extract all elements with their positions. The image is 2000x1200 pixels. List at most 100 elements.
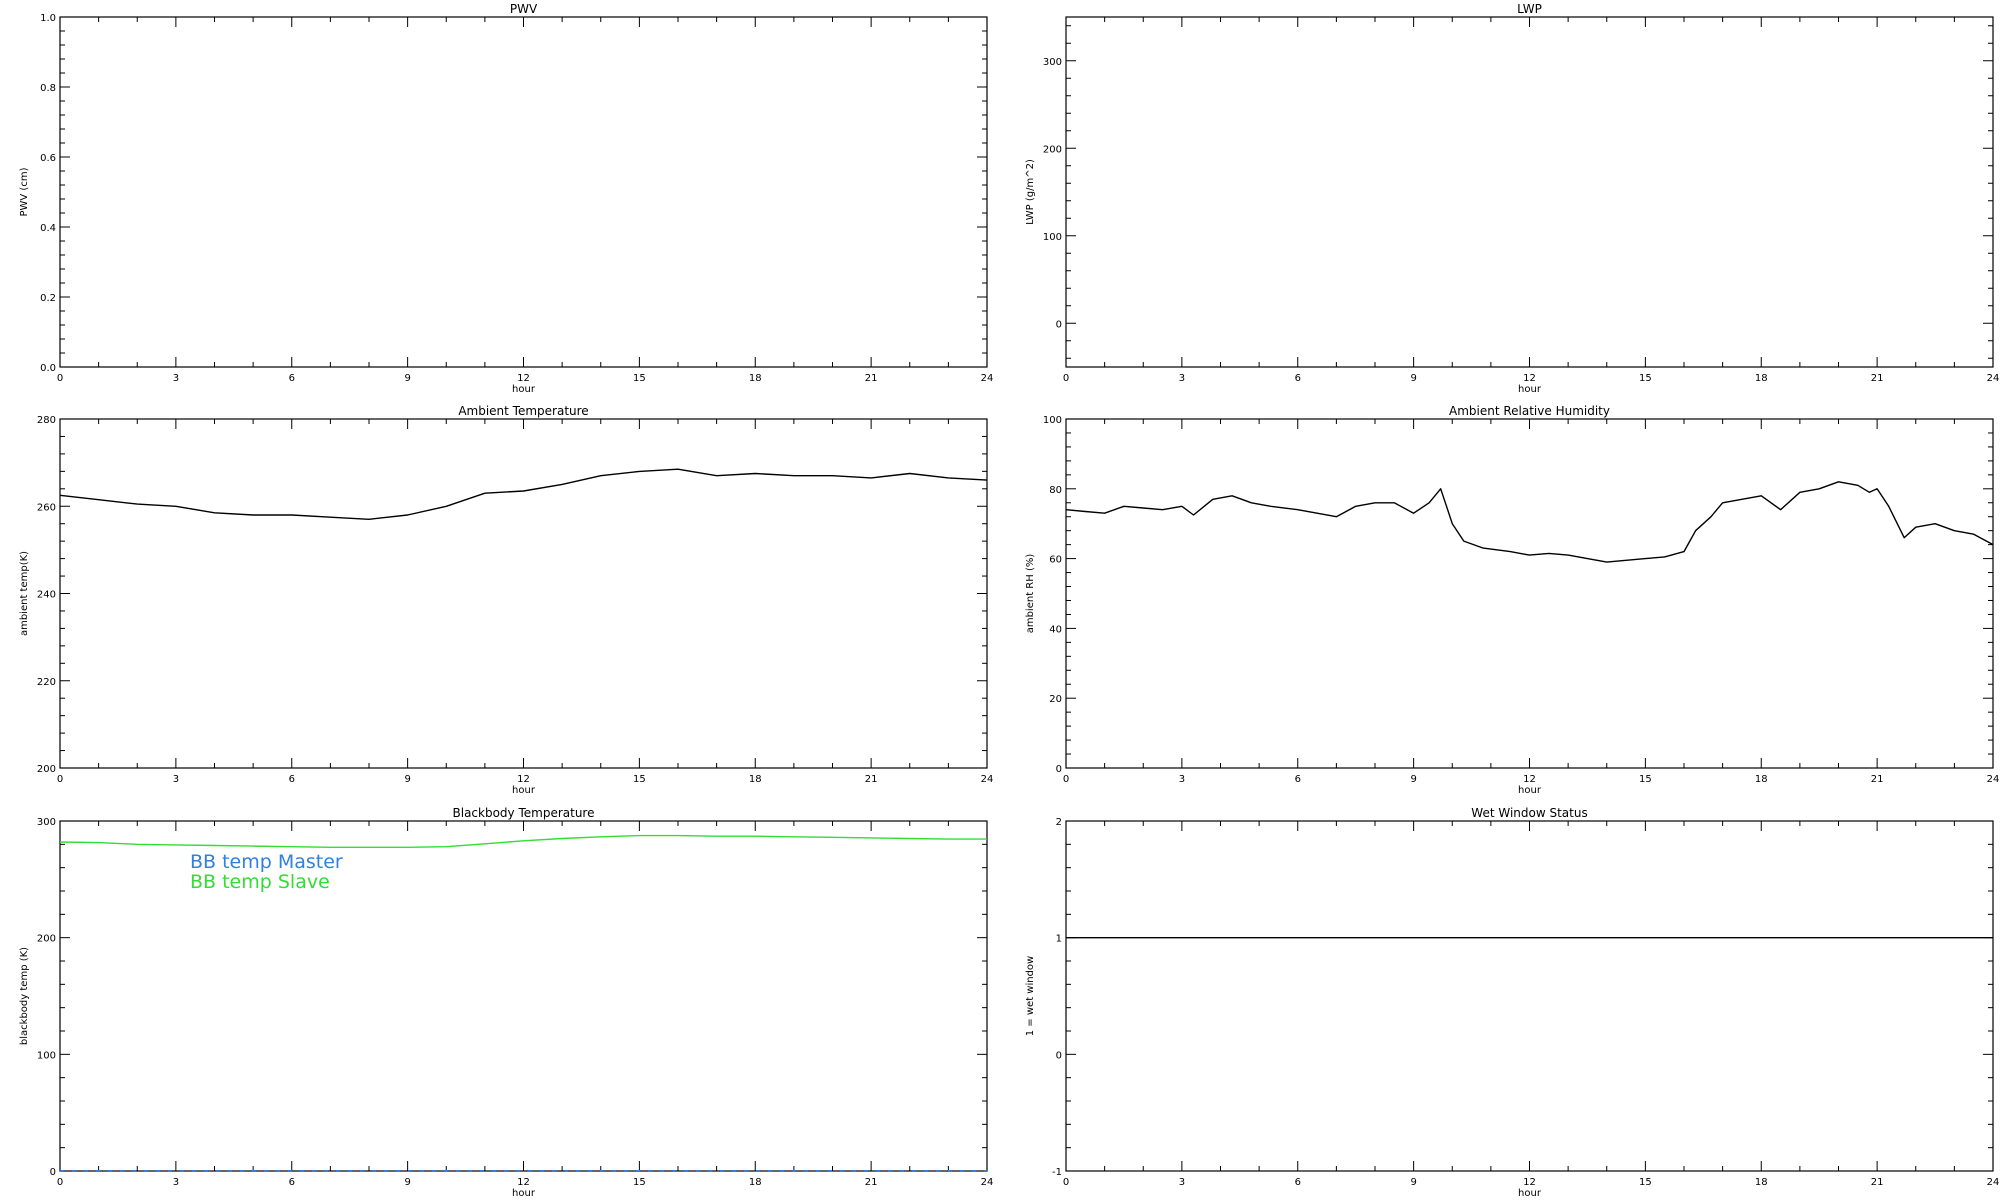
x-tick-label: 6: [1295, 373, 1301, 384]
y-tick-label: 80: [1049, 485, 1062, 496]
x-axis-label: hour: [1518, 1188, 1542, 1199]
blackbody-temperature-panel: Blackbody Temperature 0 3 6 9 12 15 18 21 24 hour 0…: [19, 806, 993, 1199]
x-tick-label: 0: [1063, 1177, 1069, 1188]
y-tick-label: 0: [1056, 764, 1062, 775]
x-tick-label: 12: [517, 373, 530, 384]
y-tick-label: 100: [37, 1050, 56, 1061]
x-tick-label: 18: [1755, 1177, 1768, 1188]
y-tick-label: -1: [1052, 1167, 1062, 1178]
y-tick-label: 1.0: [40, 13, 56, 24]
y-tick-label: 200: [37, 764, 56, 775]
x-tick-label: 24: [1987, 774, 2000, 785]
y-tick-label: 300: [1043, 57, 1062, 68]
plot-frame: [59, 16, 988, 368]
x-tick-label: 6: [1295, 774, 1301, 785]
x-tick-label: 18: [1755, 373, 1768, 384]
legend-entry: BB temp Slave: [190, 871, 330, 893]
x-tick-label: 24: [981, 774, 994, 785]
chart-title: Ambient Temperature: [458, 404, 588, 418]
x-tick-label: 9: [1410, 1177, 1416, 1188]
x-tick-label: 18: [749, 1177, 762, 1188]
x-tick-label: 15: [1639, 774, 1652, 785]
chart-title: PWV: [510, 2, 538, 16]
y-tick-label: 2: [1056, 817, 1062, 828]
x-tick-label: 3: [173, 1177, 179, 1188]
y-tick-label: 0.8: [40, 83, 56, 94]
y-tick-label: 20: [1049, 694, 1062, 705]
chart-title: Blackbody Temperature: [453, 806, 595, 820]
chart-title: LWP: [1517, 2, 1542, 16]
plot-frame: [1065, 820, 1994, 1172]
x-tick-label: 0: [57, 373, 63, 384]
x-tick-label: 24: [981, 1177, 994, 1188]
y-tick-label: 100: [1043, 232, 1062, 243]
x-tick-label: 0: [1063, 774, 1069, 785]
y-tick-label: 300: [37, 817, 56, 828]
x-tick-label: 12: [1523, 1177, 1536, 1188]
y-tick-label: 0.0: [40, 363, 56, 374]
x-tick-label: 18: [1755, 774, 1768, 785]
plot-frame: [59, 418, 988, 769]
x-tick-label: 12: [1523, 774, 1536, 785]
y-tick-label: 40: [1049, 624, 1062, 635]
series-line-bb-temp-slave: [59, 834, 987, 848]
y-axis-label: LWP (g/m^2): [1025, 159, 1036, 225]
x-tick-label: 21: [1871, 1177, 1884, 1188]
y-tick-label: 220: [37, 677, 56, 688]
y-axis-label: ambient temp(K): [19, 551, 30, 636]
chart-title: Ambient Relative Humidity: [1449, 404, 1610, 418]
x-tick-label: 15: [633, 1177, 646, 1188]
y-tick-label: 0.6: [40, 153, 56, 164]
x-axis-label: hour: [512, 384, 536, 395]
x-tick-label: 3: [173, 373, 179, 384]
y-tick-label: 0.2: [40, 293, 56, 304]
y-axis-label: ambient RH (%): [1025, 554, 1036, 634]
y-tick-label: 200: [1043, 144, 1062, 155]
chart-title: Wet Window Status: [1471, 806, 1587, 820]
y-tick-label: 0: [1056, 1050, 1062, 1061]
x-tick-label: 21: [865, 1177, 878, 1188]
x-tick-label: 6: [289, 774, 295, 785]
y-tick-label: 100: [1043, 415, 1062, 426]
y-axis-label: blackbody temp (K): [19, 947, 30, 1045]
x-tick-label: 9: [404, 774, 410, 785]
x-tick-label: 0: [57, 1177, 63, 1188]
x-axis-label: hour: [512, 1188, 536, 1199]
x-tick-label: 6: [289, 373, 295, 384]
y-tick-label: 60: [1049, 555, 1062, 566]
series-line: [59, 468, 988, 520]
lwp-panel: LWP 0 3 6 9 12 15 18 21 24 hour 0 100 200 300 LWP (g/m^…: [1025, 2, 1999, 395]
x-tick-label: 3: [1179, 373, 1185, 384]
x-tick-label: 9: [1410, 774, 1416, 785]
x-tick-label: 18: [749, 774, 762, 785]
pwv-panel: PWV 0 3 6 9 12 15 18 21 24 hour 0.0 0.2 0.4 0.6 0.8 1.0 P…: [19, 2, 993, 395]
y-tick-label: 1: [1056, 934, 1062, 945]
x-axis-label: hour: [1518, 785, 1542, 796]
x-axis-label: hour: [512, 785, 536, 796]
x-tick-label: 12: [517, 1177, 530, 1188]
x-tick-label: 12: [1523, 373, 1536, 384]
y-tick-label: 0: [1056, 319, 1062, 330]
x-tick-label: 15: [633, 774, 646, 785]
x-tick-label: 9: [1410, 373, 1416, 384]
x-tick-label: 21: [865, 774, 878, 785]
y-tick-label: 0.4: [40, 223, 56, 234]
x-tick-label: 0: [1063, 373, 1069, 384]
x-tick-label: 3: [1179, 774, 1185, 785]
x-tick-label: 15: [633, 373, 646, 384]
y-tick-label: 260: [37, 502, 56, 513]
x-tick-label: 9: [404, 1177, 410, 1188]
x-tick-label: 24: [1987, 1177, 2000, 1188]
x-tick-label: 18: [749, 373, 762, 384]
plot-frame: [1065, 418, 1994, 769]
x-axis-label: hour: [1518, 384, 1542, 395]
x-tick-label: 21: [1871, 774, 1884, 785]
plot-frame: [1065, 16, 1994, 368]
x-tick-label: 15: [1639, 1177, 1652, 1188]
x-tick-label: 0: [57, 774, 63, 785]
x-tick-label: 24: [1987, 373, 2000, 384]
x-tick-label: 21: [1871, 373, 1884, 384]
series-line: [1065, 481, 1994, 563]
